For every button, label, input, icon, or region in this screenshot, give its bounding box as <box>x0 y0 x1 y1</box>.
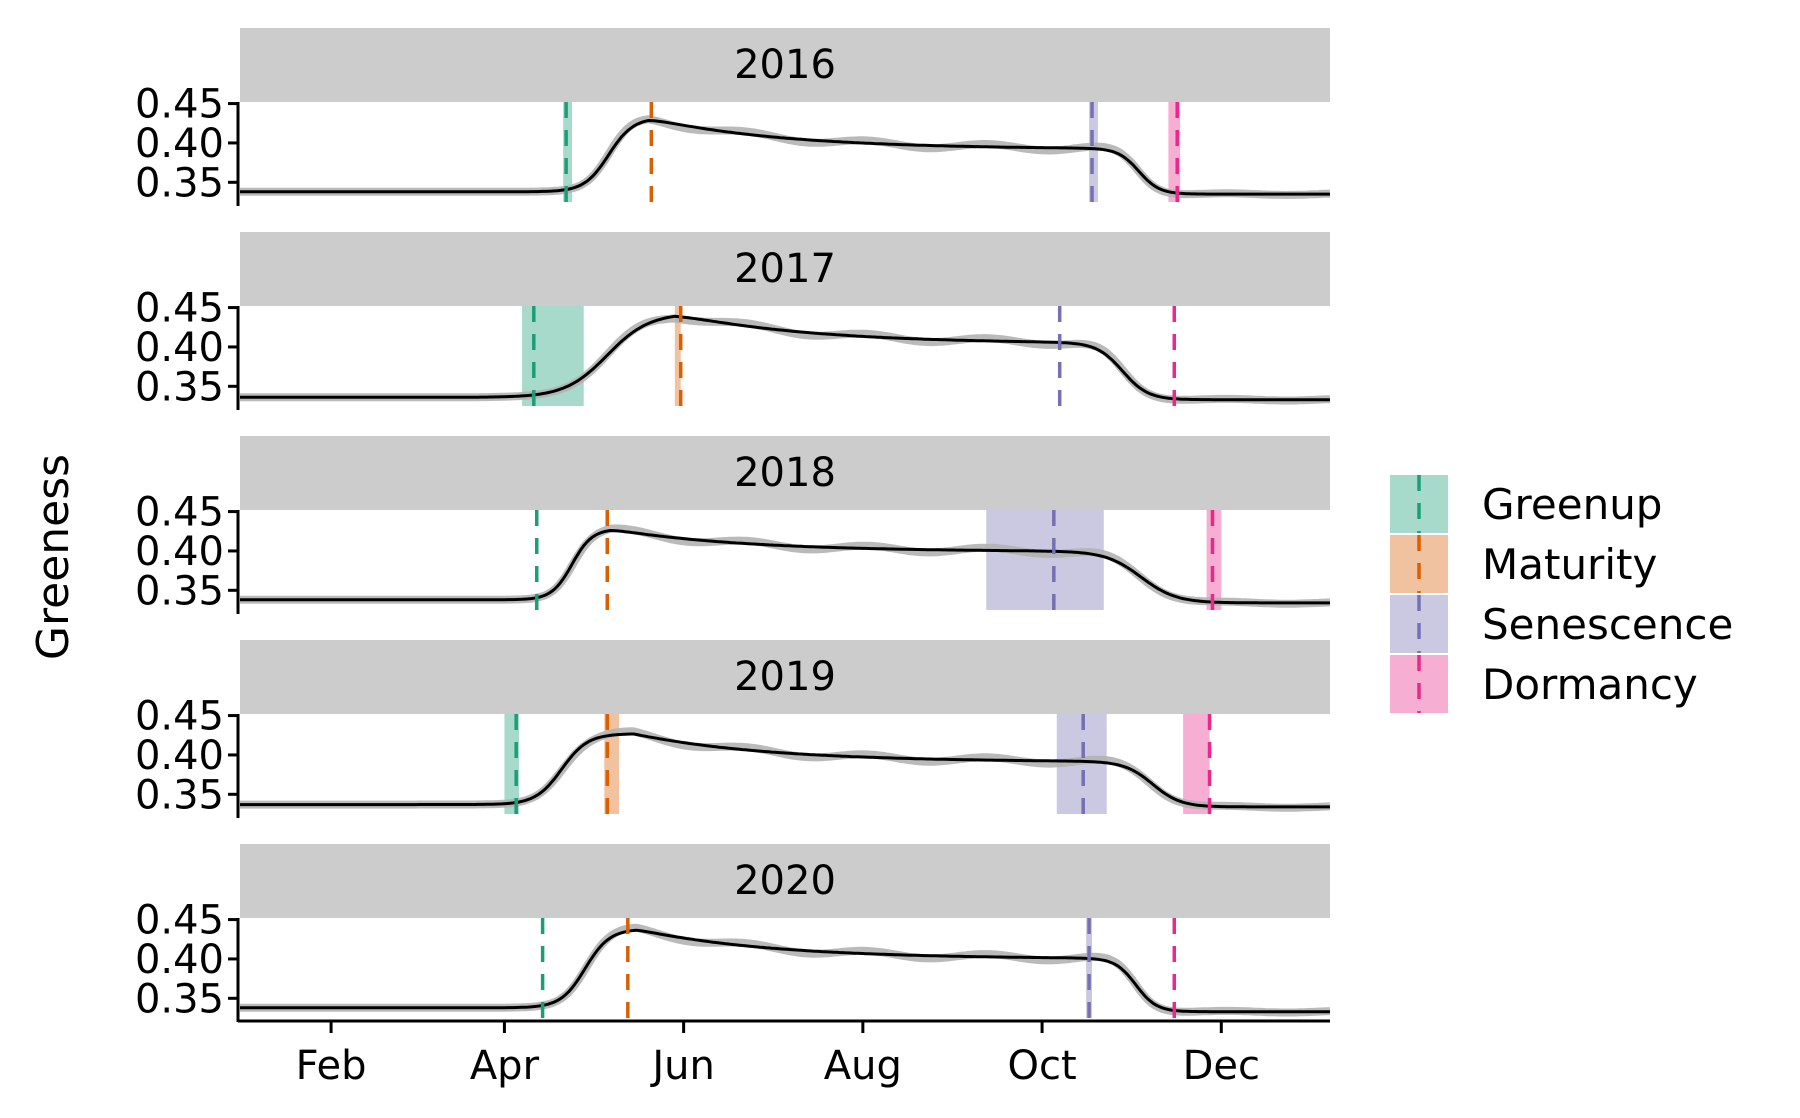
legend-label: Maturity <box>1482 540 1657 589</box>
y-tick-label: 0.40 <box>135 325 224 371</box>
greeness-curve <box>240 118 1330 196</box>
legend-label: Senescence <box>1482 600 1733 649</box>
facet-strip-label: 2019 <box>734 654 836 700</box>
dormancy-range <box>1183 714 1210 814</box>
y-tick-label: 0.35 <box>135 364 224 410</box>
panel-2018: 2018 0.350.400.45 <box>135 436 1331 614</box>
panel-2019: 2019 0.350.400.45 <box>135 640 1331 818</box>
senescence-range <box>1086 918 1093 1018</box>
maturity-range <box>674 306 681 406</box>
y-axis-title: Greeness <box>28 454 79 660</box>
y-tick-label: 0.40 <box>135 529 224 575</box>
y-tick-label: 0.45 <box>135 490 224 536</box>
x-tick-label: Apr <box>470 1043 540 1089</box>
greenup-range <box>563 102 572 202</box>
greeness-curve <box>240 732 1330 809</box>
y-tick-label: 0.45 <box>135 694 224 740</box>
x-tick-label: Feb <box>296 1043 367 1089</box>
panel-2020: 2020 0.350.400.45 <box>135 844 1331 1022</box>
greeness-curve <box>240 314 1330 402</box>
x-tick-label: Jun <box>649 1043 715 1089</box>
x-tick-label: Dec <box>1183 1043 1260 1089</box>
facet-strip-label: 2020 <box>734 858 836 904</box>
dormancy-range <box>1168 102 1181 202</box>
legend: Greenup Maturity Senescence Dormancy <box>1390 475 1733 713</box>
senescence-range <box>986 510 1104 610</box>
facet-strip-label: 2017 <box>734 246 836 292</box>
legend-item-dormancy: Dormancy <box>1390 655 1698 713</box>
facet-strip-label: 2018 <box>734 450 836 496</box>
y-tick-label: 0.35 <box>135 568 224 614</box>
y-tick-label: 0.35 <box>135 160 224 206</box>
y-tick-label: 0.40 <box>135 937 224 983</box>
greeness-curve <box>240 928 1330 1014</box>
panel-2017: 2017 0.350.400.45 <box>135 232 1331 410</box>
facet-strip <box>240 232 1330 306</box>
facet-strip <box>240 28 1330 102</box>
y-tick-label: 0.40 <box>135 121 224 167</box>
greenup-range <box>504 714 520 814</box>
greeness-curve <box>240 528 1330 605</box>
x-tick-label: Aug <box>824 1043 902 1089</box>
x-tick-label: Oct <box>1007 1043 1076 1089</box>
y-tick-label: 0.35 <box>135 976 224 1022</box>
facet-strip <box>240 640 1330 714</box>
facet-strip-label: 2016 <box>734 42 836 88</box>
y-tick-label: 0.45 <box>135 898 224 944</box>
facet-strip <box>240 844 1330 918</box>
x-axis: Feb Apr Jun Aug Oct Dec <box>238 1019 1330 1089</box>
dormancy-range <box>1206 510 1222 610</box>
y-tick-label: 0.35 <box>135 772 224 818</box>
senescence-range <box>1089 102 1098 202</box>
panel-2016: 2016 0.350.400.45 <box>135 28 1331 206</box>
legend-label: Dormancy <box>1482 660 1698 709</box>
y-tick-label: 0.45 <box>135 286 224 332</box>
legend-item-maturity: Maturity <box>1390 535 1657 593</box>
maturity-range <box>604 714 620 814</box>
legend-item-senescence: Senescence <box>1390 595 1733 653</box>
panels-layer: 20160.350.400.4520170.350.400.4520180.35… <box>135 28 1331 1022</box>
facet-strip <box>240 436 1330 510</box>
legend-item-greenup: Greenup <box>1390 475 1662 533</box>
legend-label: Greenup <box>1482 480 1662 529</box>
y-tick-label: 0.45 <box>135 82 224 128</box>
y-tick-label: 0.40 <box>135 733 224 779</box>
